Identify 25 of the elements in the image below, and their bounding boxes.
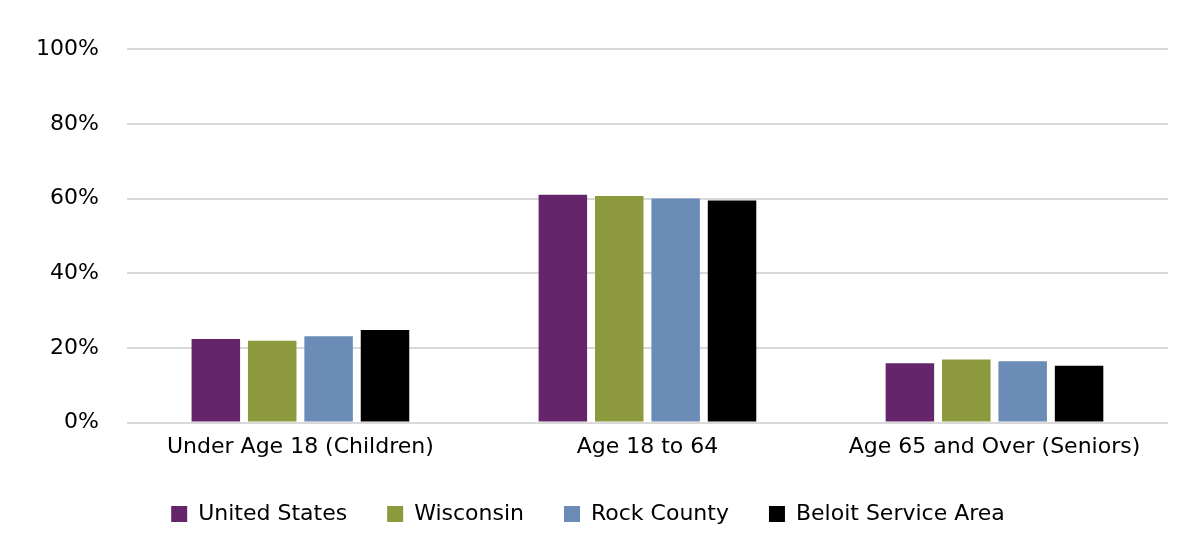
legend-label: Wisconsin	[414, 499, 525, 525]
bar	[998, 361, 1047, 422]
bar	[707, 200, 757, 422]
bar	[1054, 365, 1104, 422]
y-tick-label: 40%	[49, 258, 99, 284]
y-tick-label: 0%	[63, 408, 99, 434]
x-tick-label: Age 18 to 64	[576, 432, 719, 458]
legend-label: United States	[198, 499, 348, 525]
legend-label: Rock County	[591, 499, 729, 525]
bar	[191, 338, 241, 422]
bar	[651, 198, 700, 422]
y-tick-label: 60%	[49, 184, 99, 210]
bar	[304, 336, 353, 422]
x-tick-label: Under Age 18 (Children)	[167, 432, 434, 458]
x-tick-label: Age 65 and Over (Seniors)	[848, 432, 1141, 458]
bar	[247, 340, 297, 422]
legend-label: Beloit Service Area	[795, 499, 1005, 525]
bar	[595, 195, 644, 422]
bar	[360, 330, 410, 422]
bar	[942, 359, 991, 422]
bar	[538, 194, 588, 422]
bar	[885, 363, 935, 422]
y-tick-label: 80%	[49, 109, 99, 135]
y-tick-label: 20%	[49, 333, 99, 359]
y-tick-label: 100%	[35, 34, 99, 60]
